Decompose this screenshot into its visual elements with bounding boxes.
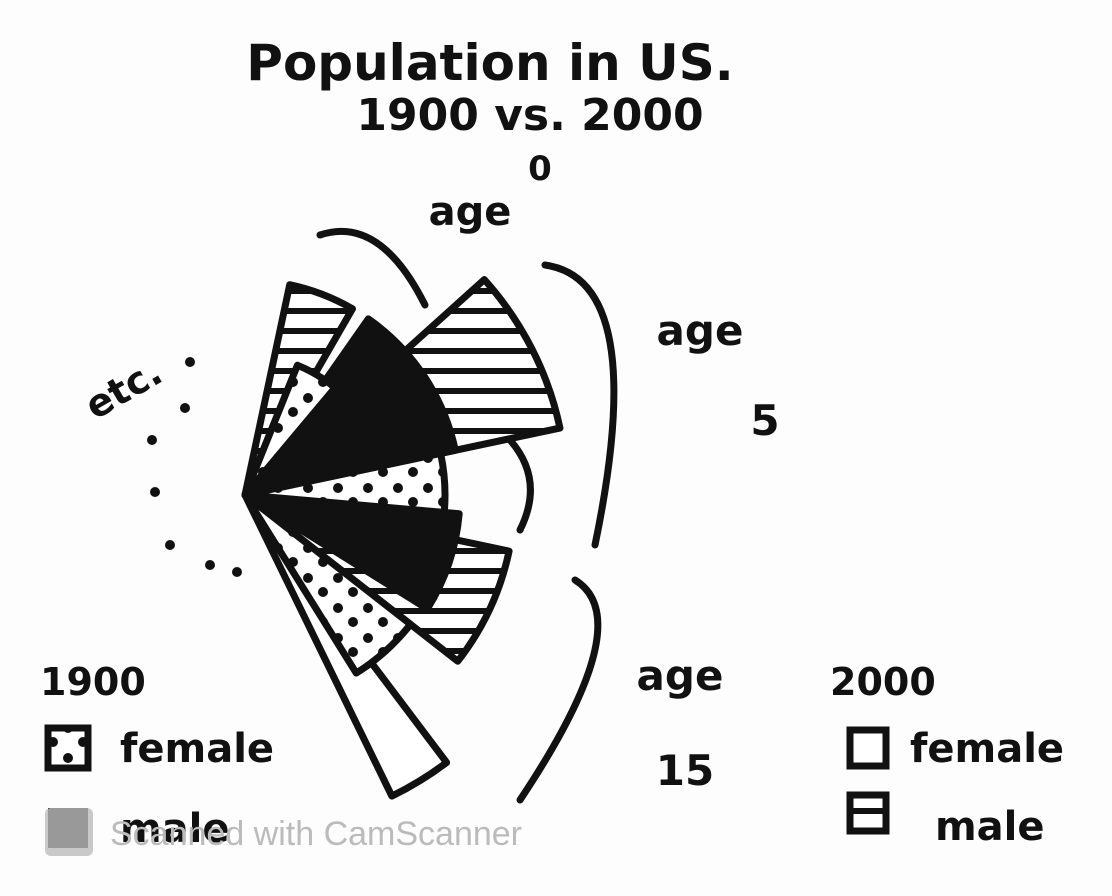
- legend-item: female: [120, 726, 274, 772]
- annotation: 5: [750, 396, 779, 445]
- legend-item: male: [935, 804, 1045, 850]
- bracket: [516, 576, 602, 804]
- wedge: [241, 491, 414, 677]
- annotation: age: [637, 651, 724, 700]
- wedge: [241, 361, 339, 499]
- legend-swatch: [846, 726, 890, 770]
- legend-item: male: [120, 806, 230, 852]
- wedge: [241, 315, 459, 499]
- watermark: Scanned with CamScanner: [110, 815, 522, 853]
- watermark-logo: [45, 808, 93, 856]
- annotation: age: [429, 189, 512, 235]
- legend-swatch: [44, 724, 92, 772]
- legend-title: 2000: [830, 660, 936, 704]
- legend-title: 1900: [40, 660, 146, 704]
- legend-swatch: [846, 791, 890, 835]
- bracket: [506, 436, 534, 534]
- etc-dots: [147, 357, 242, 577]
- annotation: 0: [528, 149, 552, 189]
- wedge-group: [241, 276, 564, 800]
- wedge: [241, 491, 463, 613]
- brackets: [316, 227, 618, 804]
- annotation: 15: [656, 746, 714, 795]
- bracket: [316, 227, 429, 309]
- legend-item: female: [910, 726, 1064, 772]
- title: Population in US.: [246, 34, 733, 92]
- annotation: age: [657, 306, 744, 355]
- subtitle: 1900 vs. 2000: [356, 90, 703, 141]
- bracket: [541, 261, 618, 549]
